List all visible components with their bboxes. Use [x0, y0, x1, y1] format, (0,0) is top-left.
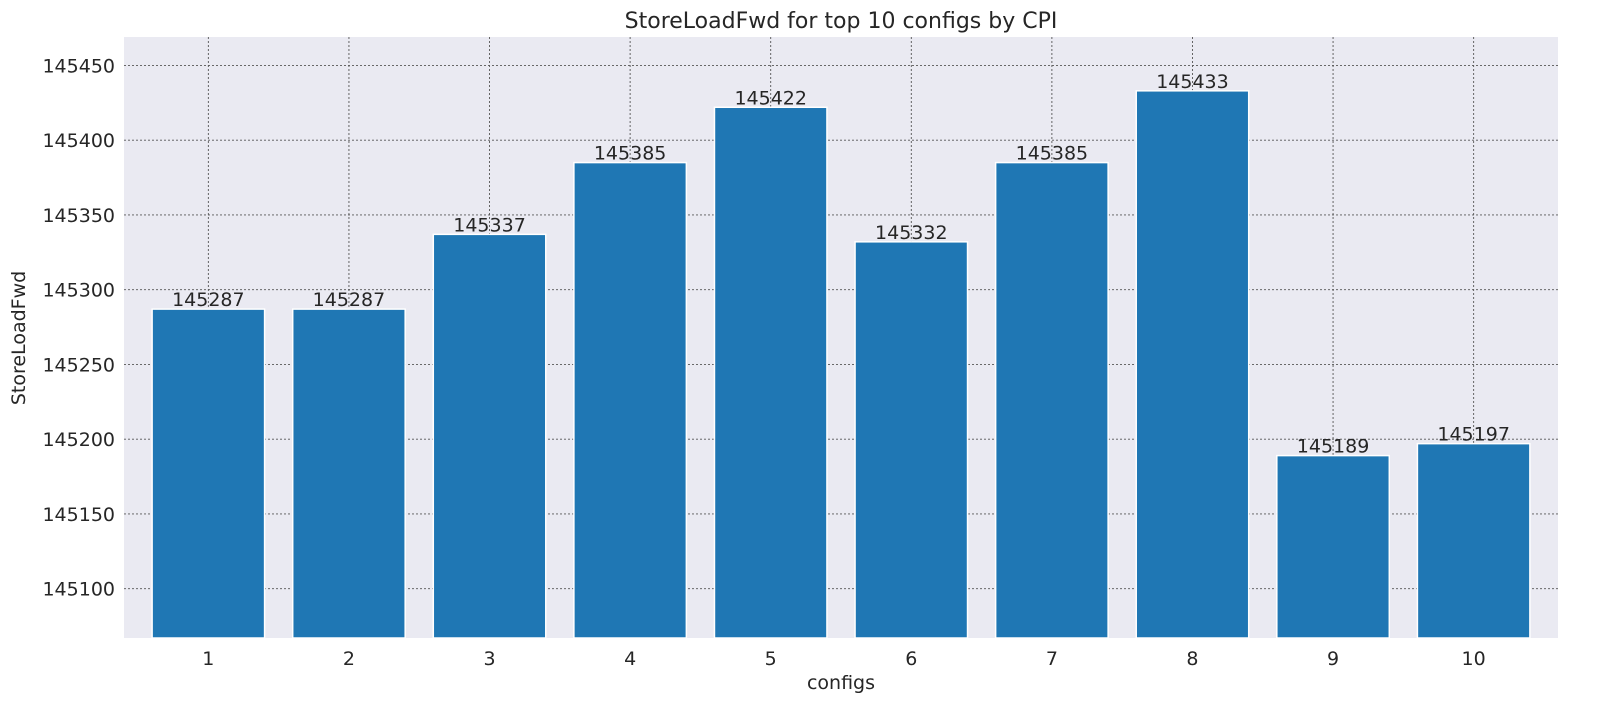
bar: [1276, 454, 1391, 639]
x-tick-label: 9: [1327, 648, 1339, 670]
x-tick-label: 5: [765, 648, 777, 670]
bar-value-label: 145422: [734, 87, 807, 109]
bar: [1416, 442, 1531, 639]
data-labels: 145287 145287 145337 145385 145422 145332 1453…: [172, 71, 1510, 458]
chart-title: StoreLoadFwd for top 10 configs by CPI: [625, 9, 1058, 34]
x-tick-label: 8: [1186, 648, 1198, 670]
y-tick-labels: 145100 145150 145200 145250 145300 145350 1454…: [42, 55, 115, 600]
bar: [713, 106, 828, 639]
bar: [432, 233, 547, 639]
x-tick-labels: 1 2 3 4 5 6 7 8 9 10: [202, 648, 1485, 670]
bar-value-label: 145287: [172, 289, 245, 311]
y-tick-label: 145250: [42, 354, 115, 376]
bar: [573, 161, 688, 639]
y-axis-label: StoreLoadFwd: [8, 271, 30, 405]
y-tick-label: 145150: [42, 504, 115, 526]
bar: [151, 308, 266, 639]
bar-value-label: 145433: [1156, 71, 1229, 93]
x-tick-label: 6: [905, 648, 917, 670]
bar-value-label: 145332: [875, 222, 948, 244]
y-tick-label: 145450: [42, 55, 115, 77]
y-tick-label: 145350: [42, 205, 115, 227]
bars: [151, 90, 1531, 639]
bar-value-label: 145385: [594, 143, 667, 165]
bar: [994, 161, 1109, 639]
x-axis-label: configs: [807, 672, 875, 694]
x-tick-label: 2: [343, 648, 355, 670]
x-tick-label: 10: [1462, 648, 1486, 670]
x-tick-label: 3: [483, 648, 495, 670]
y-tick-label: 145400: [42, 130, 115, 152]
y-tick-label: 145200: [42, 429, 115, 451]
y-tick-label: 145100: [42, 579, 115, 601]
y-tick-label: 145300: [42, 280, 115, 302]
x-tick-label: 1: [202, 648, 214, 670]
bar-value-label: 145385: [1016, 143, 1089, 165]
bar-value-label: 145287: [313, 289, 386, 311]
x-tick-label: 7: [1046, 648, 1058, 670]
bar-value-label: 145189: [1297, 436, 1370, 458]
bar: [291, 308, 406, 639]
bar-value-label: 145337: [453, 214, 526, 236]
bar: [854, 241, 969, 639]
x-tick-label: 4: [624, 648, 636, 670]
bar-value-label: 145197: [1437, 424, 1510, 446]
bar: [1135, 90, 1250, 639]
